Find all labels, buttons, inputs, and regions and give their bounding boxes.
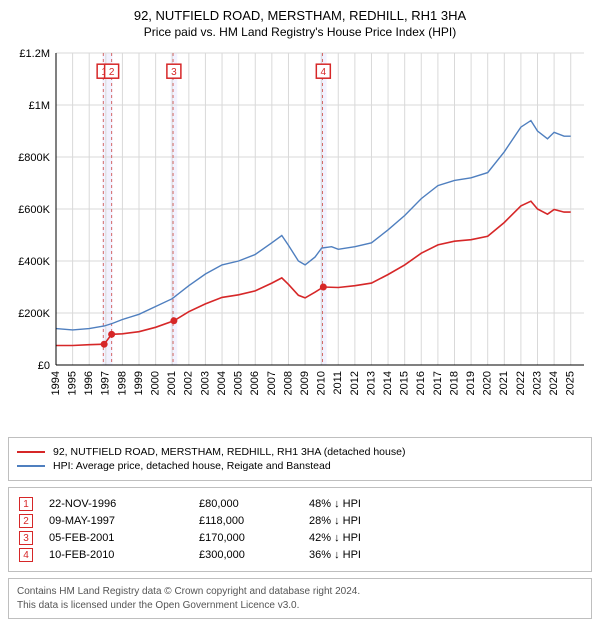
chart-title-line1: 92, NUTFIELD ROAD, MERSTHAM, REDHILL, RH… [8, 8, 592, 23]
svg-text:2020: 2020 [482, 371, 494, 395]
svg-text:1999: 1999 [133, 371, 145, 395]
svg-text:2000: 2000 [150, 371, 162, 395]
svg-text:1996: 1996 [83, 371, 95, 395]
legend-label: 92, NUTFIELD ROAD, MERSTHAM, REDHILL, RH… [53, 446, 405, 458]
svg-text:2: 2 [109, 67, 115, 78]
svg-text:£200K: £200K [18, 308, 50, 320]
svg-text:2004: 2004 [216, 371, 228, 395]
event-row: 3 05-FEB-2001£170,00042% ↓ HPI [13, 531, 587, 545]
svg-text:2016: 2016 [415, 371, 427, 395]
svg-text:2017: 2017 [432, 371, 444, 395]
svg-text:£600K: £600K [18, 204, 50, 216]
event-date: 09-MAY-1997 [49, 515, 199, 527]
svg-text:£0: £0 [38, 360, 50, 372]
svg-text:2022: 2022 [515, 371, 527, 395]
svg-text:2013: 2013 [365, 371, 377, 395]
chart-title-block: 92, NUTFIELD ROAD, MERSTHAM, REDHILL, RH… [8, 8, 592, 39]
event-date: 22-NOV-1996 [49, 498, 199, 510]
legend-item: HPI: Average price, detached house, Reig… [17, 460, 583, 472]
chart-title-line2: Price paid vs. HM Land Registry's House … [8, 25, 592, 39]
legend-item: 92, NUTFIELD ROAD, MERSTHAM, REDHILL, RH… [17, 446, 583, 458]
legend-swatch [17, 451, 45, 453]
svg-text:1994: 1994 [50, 371, 62, 395]
svg-text:2008: 2008 [282, 371, 294, 395]
event-price: £170,000 [199, 532, 309, 544]
event-marker: 2 [19, 514, 33, 528]
svg-text:2012: 2012 [349, 371, 361, 395]
event-price: £118,000 [199, 515, 309, 527]
event-marker: 4 [19, 548, 33, 562]
svg-text:£1.2M: £1.2M [19, 48, 50, 60]
event-row: 2 09-MAY-1997£118,00028% ↓ HPI [13, 514, 587, 528]
chart-svg: £0 £200K £400K £600K £800K £1M £1.2M 1994 1995 19… [8, 45, 592, 405]
attribution-footer: Contains HM Land Registry data © Crown c… [8, 578, 592, 619]
svg-text:2021: 2021 [498, 371, 510, 395]
svg-text:1998: 1998 [116, 371, 128, 395]
legend-label: HPI: Average price, detached house, Reig… [53, 460, 331, 472]
svg-text:£400K: £400K [18, 256, 50, 268]
svg-text:2011: 2011 [332, 371, 344, 395]
footer-line1: Contains HM Land Registry data © Crown c… [17, 585, 583, 599]
svg-text:2023: 2023 [531, 371, 543, 395]
legend-swatch [17, 465, 45, 467]
svg-text:2001: 2001 [166, 371, 178, 395]
footer-line2: This data is licensed under the Open Gov… [17, 599, 583, 613]
event-pct: 42% ↓ HPI [309, 532, 419, 544]
event-marker: 1 [19, 497, 33, 511]
svg-text:2025: 2025 [565, 371, 577, 395]
event-row: 4 10-FEB-2010£300,00036% ↓ HPI [13, 548, 587, 562]
legend: 92, NUTFIELD ROAD, MERSTHAM, REDHILL, RH… [8, 437, 592, 481]
svg-text:2009: 2009 [299, 371, 311, 395]
event-row: 1 22-NOV-1996£80,00048% ↓ HPI [13, 497, 587, 511]
svg-text:2005: 2005 [233, 371, 245, 395]
svg-text:2003: 2003 [199, 371, 211, 395]
svg-text:2006: 2006 [249, 371, 261, 395]
svg-text:1995: 1995 [67, 371, 79, 395]
svg-text:£800K: £800K [18, 152, 50, 164]
svg-text:£1M: £1M [29, 100, 50, 112]
svg-text:2018: 2018 [448, 371, 460, 395]
svg-text:2019: 2019 [465, 371, 477, 395]
svg-text:2024: 2024 [548, 371, 560, 395]
svg-text:2002: 2002 [183, 371, 195, 395]
svg-text:2015: 2015 [399, 371, 411, 395]
event-pct: 36% ↓ HPI [309, 549, 419, 561]
svg-text:2007: 2007 [266, 371, 278, 395]
event-date: 10-FEB-2010 [49, 549, 199, 561]
event-pct: 28% ↓ HPI [309, 515, 419, 527]
event-date: 05-FEB-2001 [49, 532, 199, 544]
event-pct: 48% ↓ HPI [309, 498, 419, 510]
events-table: 1 22-NOV-1996£80,00048% ↓ HPI 2 09-MAY-1997… [8, 487, 592, 572]
svg-text:2014: 2014 [382, 371, 394, 395]
svg-text:2010: 2010 [316, 371, 328, 395]
svg-text:4: 4 [321, 67, 327, 78]
svg-text:3: 3 [171, 67, 177, 78]
svg-text:1997: 1997 [100, 371, 112, 395]
chart-area: £0 £200K £400K £600K £800K £1M £1.2M 1994 1995 19… [8, 45, 592, 405]
event-price: £300,000 [199, 549, 309, 561]
event-price: £80,000 [199, 498, 309, 510]
event-marker: 3 [19, 531, 33, 545]
